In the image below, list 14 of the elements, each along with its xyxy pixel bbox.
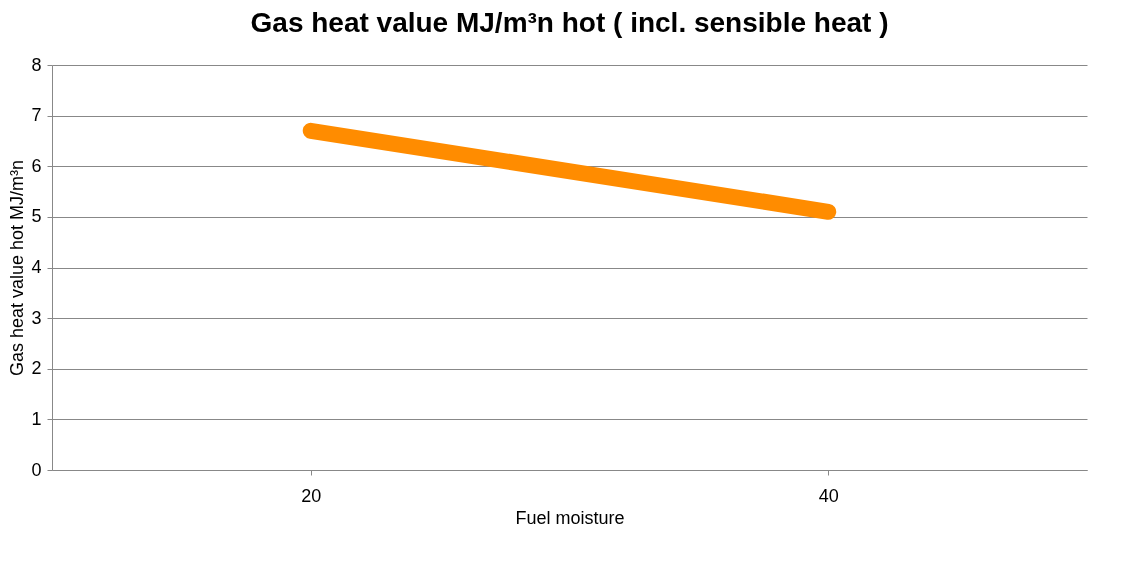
y-tick-label: 7	[31, 105, 42, 126]
x-tick-label: 40	[818, 485, 839, 506]
x-tick-label: 20	[301, 485, 322, 506]
y-tick-label: 1	[31, 408, 42, 429]
y-tick-label: 8	[31, 54, 42, 75]
y-tick-label: 2	[31, 358, 42, 379]
x-axis-title: Fuel moisture	[515, 507, 625, 528]
y-tick-label: 5	[31, 206, 42, 227]
y-axis-title: Gas heat value hot MJ/m³n	[7, 159, 28, 377]
y-tick-label: 6	[31, 155, 42, 176]
y-tick-label: 4	[31, 257, 42, 277]
chart-title: Gas heat value MJ/m³n hot ( incl. sensible heat )	[250, 7, 889, 38]
y-tick-label: 0	[31, 459, 42, 480]
y-tick-label: 3	[31, 307, 42, 328]
